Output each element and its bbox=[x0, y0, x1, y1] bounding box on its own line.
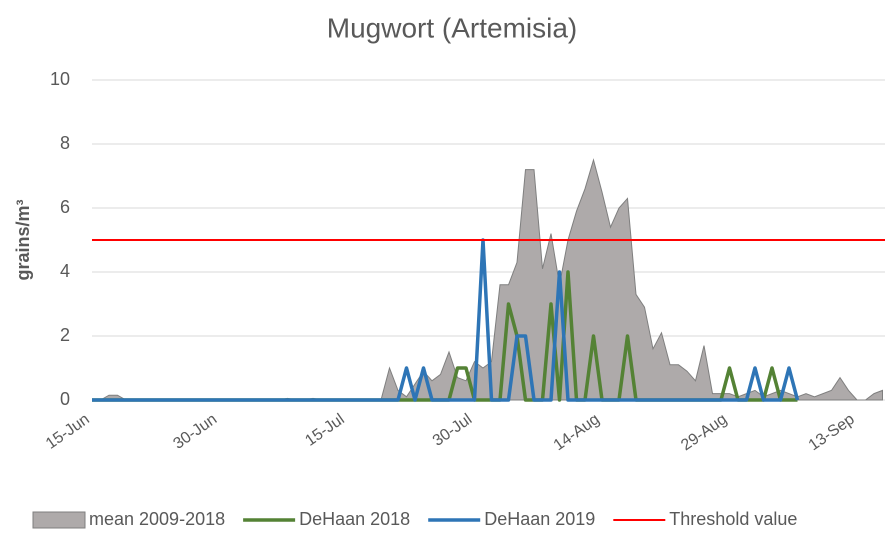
x-tick-label: 13-Sep bbox=[806, 411, 858, 455]
y-tick-label: 10 bbox=[50, 69, 70, 89]
x-tick-label: 29-Aug bbox=[678, 411, 730, 455]
x-tick-label: 30-Jul bbox=[430, 411, 475, 450]
line bbox=[92, 238, 800, 402]
y-tick-label: 4 bbox=[60, 261, 70, 281]
chart-title: Mugwort (Artemisia) bbox=[327, 12, 577, 43]
legend-label: mean 2009-2018 bbox=[89, 509, 225, 529]
legend-label: Threshold value bbox=[669, 509, 797, 529]
legend-label: DeHaan 2018 bbox=[299, 509, 410, 529]
y-tick-label: 6 bbox=[60, 197, 70, 217]
y-tick-label: 0 bbox=[60, 389, 70, 409]
legend-swatch bbox=[32, 511, 86, 529]
y-axis-label: grains/m³ bbox=[13, 199, 33, 280]
x-tick-label: 30-Jun bbox=[170, 411, 220, 453]
x-tick-label: 15-Jul bbox=[302, 411, 347, 450]
x-tick-label: 14-Aug bbox=[551, 411, 603, 455]
y-tick-label: 2 bbox=[60, 325, 70, 345]
y-tick-label: 8 bbox=[60, 133, 70, 153]
x-tick-label: 15-Jun bbox=[43, 411, 93, 453]
legend-label: DeHaan 2019 bbox=[484, 509, 595, 529]
area bbox=[92, 158, 883, 401]
